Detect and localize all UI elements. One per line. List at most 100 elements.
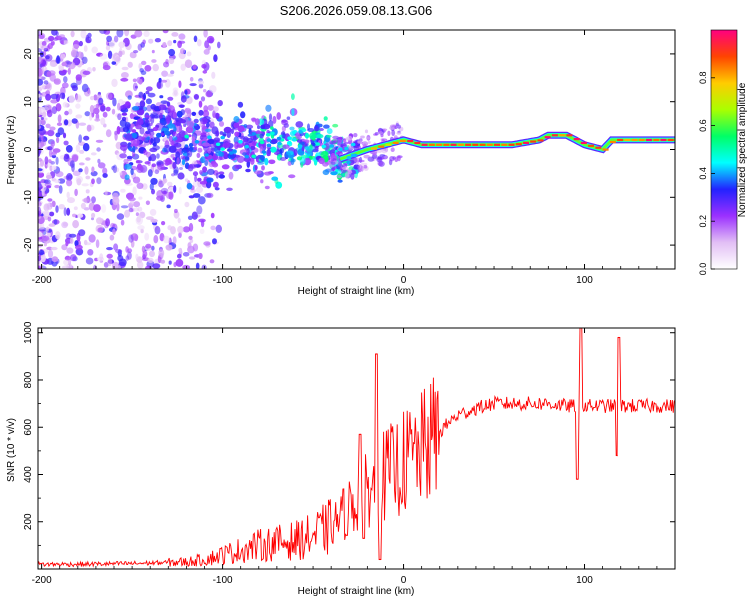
spectrogram-core-cell (346, 160, 351, 165)
spectrogram-noise-cell (188, 195, 195, 199)
spectrogram-noise-cell (113, 243, 119, 251)
spectrogram-noise-cell (84, 166, 89, 175)
spectrogram-noise-cell (162, 30, 169, 34)
spectrogram-noise-cell (152, 63, 159, 72)
spectrogram-halo-cell (331, 161, 336, 165)
spectrogram-broadband-cell (269, 146, 277, 153)
snr-spike-point (576, 478, 578, 480)
spectrogram-broadband-cell (323, 124, 330, 129)
spectrogram-core-cell (276, 136, 282, 141)
spectrogram-noise-cell (49, 144, 54, 151)
spectrogram-broadband-cell (203, 105, 209, 113)
spectrogram-noise-cell (57, 114, 62, 123)
spectrogram-noise-cell (191, 211, 198, 220)
spectrogram-noise-cell (138, 196, 143, 200)
spectrogram-noise-cell (38, 197, 41, 202)
spectrogram-noise-cell (47, 249, 54, 259)
spectrogram-noise-cell (130, 233, 139, 241)
spectrogram-noise-cell (50, 161, 55, 165)
spectrogram-broadband-cell (332, 123, 339, 128)
spectrogram-noise-cell (156, 81, 164, 89)
spectrogram-noise-cell (58, 34, 65, 39)
spectrogram-noise-cell (100, 117, 106, 126)
spectrogram-noise-cell (66, 191, 70, 199)
spectrogram-noise-cell (111, 61, 117, 65)
spectrogram-core-cell (204, 153, 209, 157)
spectrogram-noise-cell (147, 92, 156, 98)
spectrogram-noise-cell (44, 210, 50, 217)
spectrogram-noise-cell (38, 146, 42, 155)
spectrogram-broadband-cell (187, 164, 194, 172)
spectrogram-noise-cell (196, 205, 203, 215)
spectrogram-halo-cell (354, 145, 358, 149)
spectrogram-noise-cell (171, 32, 179, 37)
spectrogram-noise-cell (87, 32, 92, 38)
spectrogram-broadband-cell (180, 95, 187, 103)
spectrogram-noise-cell (132, 186, 137, 196)
spectrogram-core-cell (315, 142, 321, 146)
spectrogram-noise-cell (82, 70, 91, 76)
spectrogram-broadband-cell (150, 177, 158, 185)
spectrogram-halo-cell (378, 161, 385, 167)
spectrogram-broadband-cell (192, 171, 199, 177)
spectrogram-noise-cell (168, 191, 174, 200)
spectrogram-noise-cell (48, 159, 52, 164)
spectrogram-noise-cell (116, 213, 125, 220)
spectrogram-broadband-cell (291, 108, 295, 117)
spectrogram-noise-cell (90, 96, 95, 101)
spectrogram-broadband-cell (128, 147, 134, 152)
spectrogram-noise-cell (88, 234, 96, 243)
spectrogram-noise-cell (63, 140, 69, 146)
spectrogram-broadband-cell (267, 150, 271, 155)
spectrogram-broadband-cell (279, 147, 285, 154)
spectrogram-noise-cell (154, 169, 160, 175)
spectrogram-noise-cell (151, 59, 157, 63)
spectrogram-noise-cell (212, 106, 219, 112)
spectrogram-halo-cell (366, 136, 370, 140)
spectrogram-noise-cell (137, 261, 144, 269)
spectrogram-broadband-cell (217, 100, 223, 107)
spectrogram-core-cell (194, 140, 200, 144)
spectrogram-noise-cell (56, 122, 63, 126)
spectrogram-noise-cell (186, 51, 192, 57)
spectrogram-broadband-cell (202, 166, 208, 173)
spectrogram-noise-cell (149, 250, 155, 258)
spectrogram-noise-cell (201, 64, 207, 69)
spectrogram-noise-cell (153, 235, 159, 244)
spectrogram-noise-cell (134, 85, 138, 89)
spectrogram-noise-cell (102, 64, 111, 71)
spectrogram-noise-cell (203, 30, 208, 38)
spectrogram-noise-cell (202, 70, 208, 74)
spectrogram-core-cell (238, 140, 243, 144)
spectrogram-broadband-cell (167, 123, 176, 129)
spectrogram-core-cell (220, 135, 225, 140)
spectrogram-broadband-cell (300, 162, 304, 168)
spectrogram-noise-cell (161, 221, 166, 226)
spectrogram-broadband-cell (151, 163, 156, 168)
spectrogram-noise-cell (209, 85, 217, 94)
spectrogram-y-tick-label: 0 (23, 146, 34, 152)
ridge-peak-cell (653, 138, 660, 142)
spectrogram-broadband-cell (228, 171, 234, 180)
spectrogram-noise-cell (118, 50, 123, 57)
spectrogram-broadband-cell (156, 161, 162, 166)
spectrogram-broadband-cell (260, 124, 266, 130)
spectrogram-noise-cell (61, 82, 69, 89)
spectrogram-noise-cell (160, 187, 169, 194)
spectrogram-broadband-cell (127, 95, 132, 100)
spectrogram-noise-cell (211, 71, 216, 79)
spectrogram-noise-cell (180, 63, 186, 71)
spectrogram-broadband-cell (179, 104, 185, 109)
spectrogram-noise-cell (115, 249, 123, 254)
spectrogram-broadband-cell (276, 112, 282, 120)
spectrogram-noise-cell (51, 151, 57, 155)
spectrogram-broadband-cell (296, 156, 303, 161)
spectrogram-noise-cell (130, 239, 135, 248)
spectrogram-noise-cell (51, 154, 57, 159)
spectrogram-noise-cell (92, 67, 96, 72)
spectrogram-broadband-cell (150, 116, 155, 124)
spectrogram-noise-cell (173, 39, 177, 44)
spectrogram-broadband-cell (215, 112, 220, 120)
spectrogram-noise-cell (55, 231, 61, 240)
spectrogram-noise-cell (184, 201, 190, 208)
